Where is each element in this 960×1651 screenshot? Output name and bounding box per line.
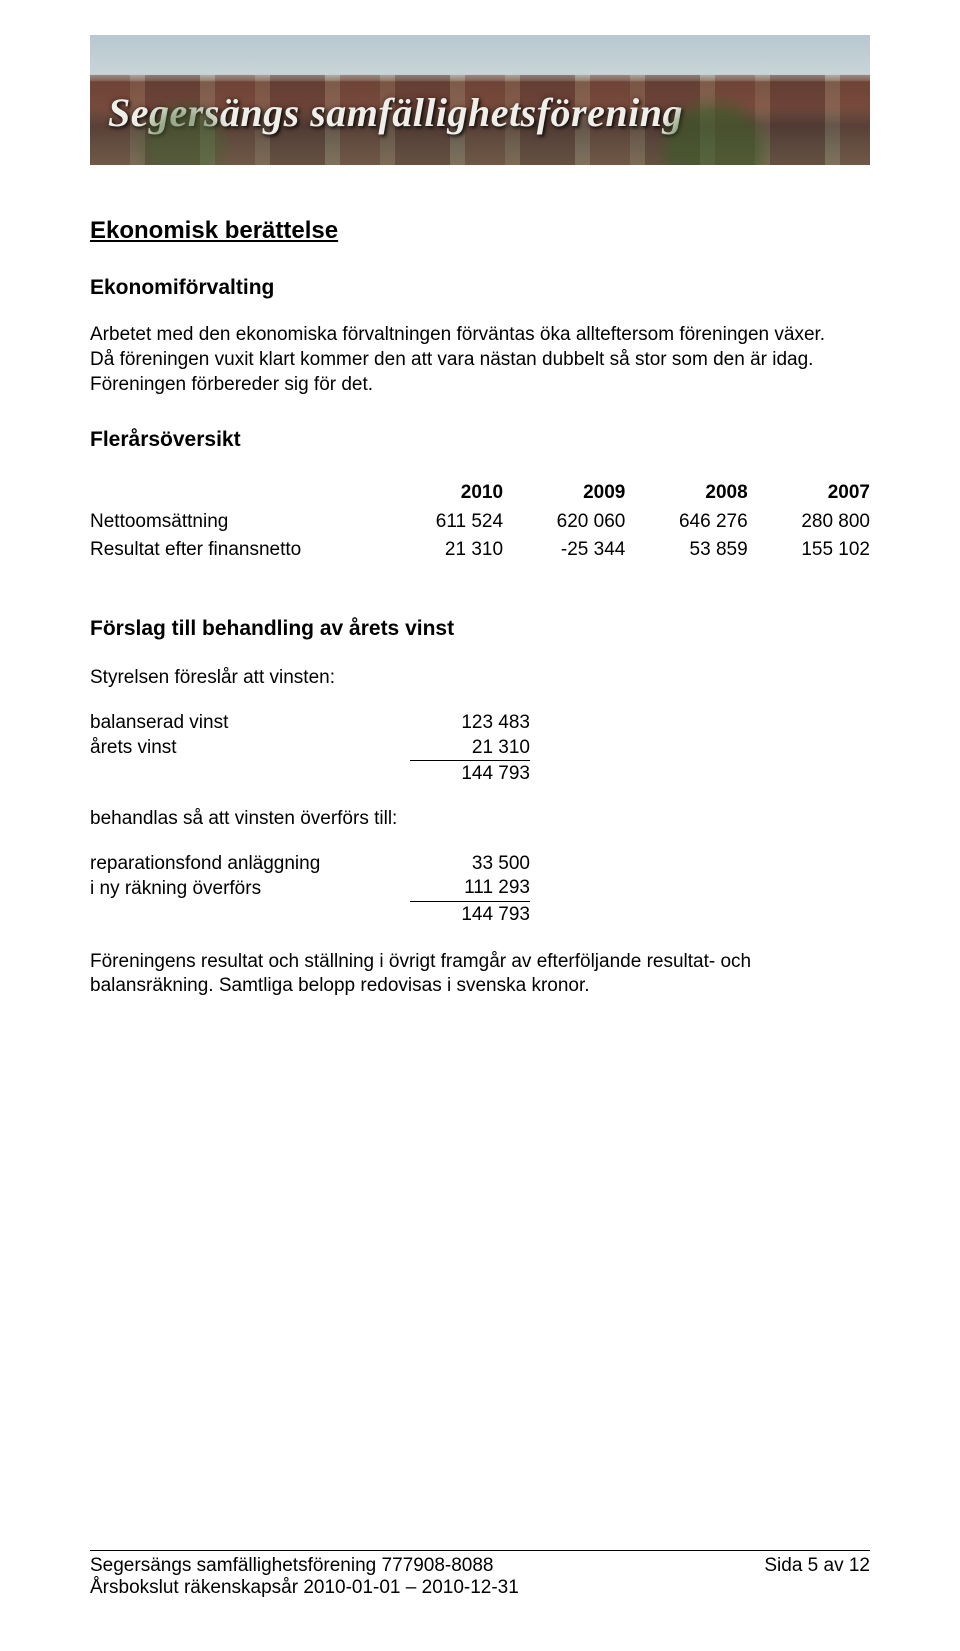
- footer-org: Segersängs samfällighetsförening 777908-…: [90, 1555, 519, 1577]
- table-row: 144 793: [90, 902, 530, 928]
- footer-left: Segersängs samfällighetsförening 777908-…: [90, 1555, 519, 1599]
- row-value: 144 793: [410, 761, 530, 787]
- row-value: 123 483: [410, 711, 530, 736]
- overview-cell: -25 344: [503, 536, 625, 565]
- overview-cell: 53 859: [625, 536, 747, 565]
- overview-col-2010: 2010: [381, 479, 503, 508]
- row-label: [90, 761, 410, 787]
- row-value: 33 500: [410, 852, 530, 877]
- row-label: i ny räkning överförs: [90, 876, 410, 901]
- econ-heading: Ekonomiförvalting: [90, 274, 870, 301]
- row-value: 21 310: [410, 736, 530, 761]
- footer-period: Årsbokslut räkenskapsår 2010-01-01 – 201…: [90, 1577, 519, 1599]
- proposal-block2: reparationsfond anläggning 33 500 i ny r…: [90, 852, 530, 928]
- overview-cell: 620 060: [503, 508, 625, 537]
- row-label: [90, 902, 410, 928]
- overview-col-blank: [90, 479, 381, 508]
- row-label: årets vinst: [90, 736, 410, 761]
- footer-pagenum: Sida 5 av 12: [764, 1555, 870, 1599]
- table-row: Nettoomsättning 611 524 620 060 646 276 …: [90, 508, 870, 537]
- proposal-intro: Styrelsen föreslår att vinsten:: [90, 666, 870, 691]
- page: Segersängs samfällighetsförening Ekonomi…: [0, 35, 960, 1651]
- overview-cell: 155 102: [748, 536, 870, 565]
- overview-cell: 21 310: [381, 536, 503, 565]
- row-value: 111 293: [410, 876, 530, 901]
- proposal-block1: balanserad vinst 123 483 årets vinst 21 …: [90, 711, 530, 787]
- overview-col-2007: 2007: [748, 479, 870, 508]
- row-label: balanserad vinst: [90, 711, 410, 736]
- page-title: Ekonomisk berättelse: [90, 215, 870, 246]
- row-value: 144 793: [410, 902, 530, 928]
- overview-col-2009: 2009: [503, 479, 625, 508]
- proposal-closing: Föreningens resultat och ställning i övr…: [90, 950, 850, 999]
- overview-label: Resultat efter finansnetto: [90, 536, 381, 565]
- table-row: reparationsfond anläggning 33 500: [90, 852, 530, 877]
- header-banner: Segersängs samfällighetsförening: [90, 35, 870, 165]
- overview-heading: Flerårsöversikt: [90, 426, 870, 453]
- document-body: Ekonomisk berättelse Ekonomiförvalting A…: [90, 165, 870, 999]
- econ-paragraph: Arbetet med den ekonomiska förvaltningen…: [90, 323, 850, 397]
- proposal-heading: Förslag till behandling av årets vinst: [90, 615, 870, 642]
- page-footer: Segersängs samfällighetsförening 777908-…: [90, 1550, 870, 1599]
- overview-cell: 646 276: [625, 508, 747, 537]
- row-label: reparationsfond anläggning: [90, 852, 410, 877]
- table-row: balanserad vinst 123 483: [90, 711, 530, 736]
- overview-cell: 611 524: [381, 508, 503, 537]
- overview-label: Nettoomsättning: [90, 508, 381, 537]
- overview-header-row: 2010 2009 2008 2007: [90, 479, 870, 508]
- overview-cell: 280 800: [748, 508, 870, 537]
- overview-col-2008: 2008: [625, 479, 747, 508]
- overview-table: 2010 2009 2008 2007 Nettoomsättning 611 …: [90, 479, 870, 565]
- table-row: Resultat efter finansnetto 21 310 -25 34…: [90, 536, 870, 565]
- banner-title: Segersängs samfällighetsförening: [108, 89, 683, 136]
- table-row: 144 793: [90, 761, 530, 787]
- proposal-mid: behandlas så att vinsten överförs till:: [90, 807, 870, 832]
- table-row: i ny räkning överförs 111 293: [90, 876, 530, 901]
- table-row: årets vinst 21 310: [90, 736, 530, 761]
